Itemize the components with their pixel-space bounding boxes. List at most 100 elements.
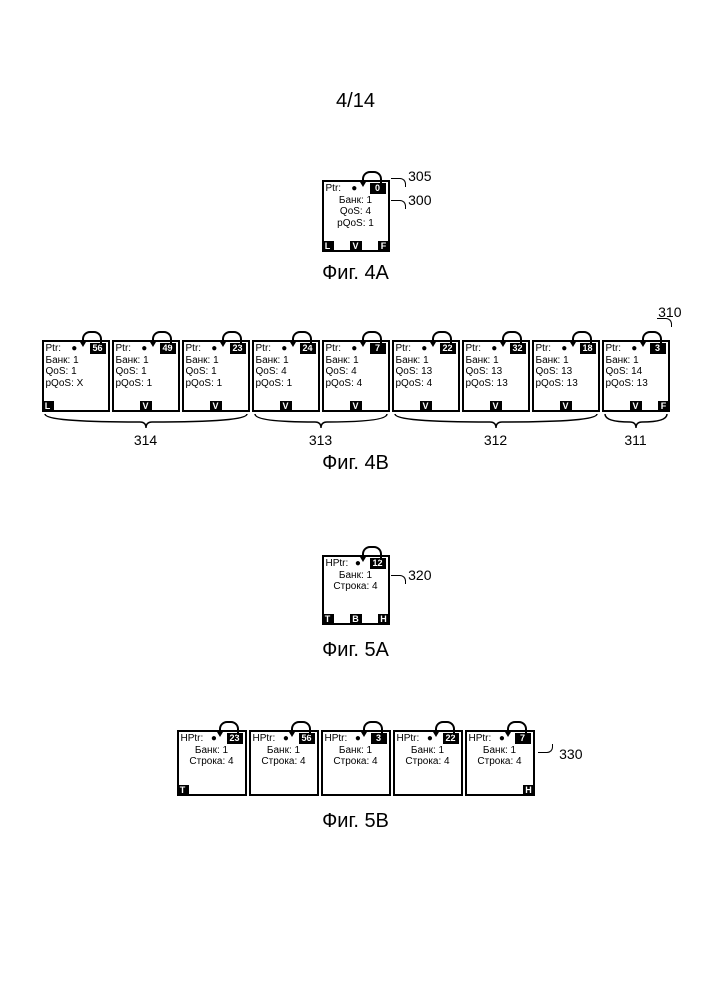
flag-v: V [560,401,572,412]
ref-330: 330 [559,746,582,762]
self-arrow-icon [291,721,311,735]
pqos-text: pQoS: 4 [326,378,386,390]
bank-text: Банк: 1 [606,355,666,367]
pqos-text: pQoS: X [46,378,106,390]
flag-v: V [490,401,502,412]
brace-icon [41,414,251,430]
self-arrow-icon [362,331,382,345]
pqos-text: pQoS: 1 [326,218,386,230]
ptr-label: Ptr: [396,343,412,355]
ptr-label: Ptr: [256,343,272,355]
flag-l: L [322,401,334,412]
ptr-label: Ptr: [536,343,552,355]
self-arrow-icon [222,331,242,345]
flag-v: V [630,401,642,412]
fig4a-caption: Фиг. 4A [322,262,390,285]
fig4b-braces-row: 314313312311 [36,414,676,448]
brace-group: 311 [601,414,671,448]
flag-b: B [422,785,434,796]
fig5b-node: HPtr:●56Банк: 1Строка: 4TBH [249,730,319,796]
brace-label: 311 [601,432,671,448]
hptr-label: HPtr: [253,733,276,745]
bank-text: Банк: 1 [326,195,386,207]
flag-l: L [112,401,124,412]
brace-icon [251,414,391,430]
pqos-text: pQoS: 4 [396,378,456,390]
qos-text: QoS: 14 [606,366,666,378]
flag-h: H [235,785,247,796]
self-arrow-icon [362,171,382,185]
pqos-text: pQoS: 1 [256,378,316,390]
flag-v: V [420,401,432,412]
flag-b: B [206,785,218,796]
flag-l: L [462,401,474,412]
pqos-text: pQoS: 1 [116,378,176,390]
fig4b-node: Ptr:●23Банк: 1QoS: 1pQoS: 1LVF [182,340,250,412]
page-number: 4/14 [336,90,375,113]
flag-f: F [308,401,320,412]
fig4b-caption: Фиг. 4B [36,452,676,475]
brace-label: 314 [41,432,251,448]
bank-text: Банк: 1 [46,355,106,367]
qos-text: QoS: 4 [326,206,386,218]
pqos-text: pQoS: 13 [536,378,596,390]
row-text: Строка: 4 [326,581,386,593]
flag-t: T [321,785,333,796]
fig4b-node-row: Ptr:●56Банк: 1QoS: 1pQoS: XLVFPtr:●49Бан… [36,330,676,412]
ptr-label: Ptr: [326,343,342,355]
bank-text: Банк: 1 [466,355,526,367]
fig4b-node: Ptr:●32Банк: 1QoS: 13pQoS: 13LVF [462,340,530,412]
fig5a-node: HPtr: ● 12 Банк: 1 Строка: 4 T B H [322,555,390,625]
fig4b-group: 310 Ptr:●56Банк: 1QoS: 1pQoS: XLVFPtr:●4… [36,330,676,475]
ptr-label: Ptr: [186,343,202,355]
ptr-label: Ptr: [46,343,62,355]
bank-text: Банк: 1 [397,745,459,757]
fig5b-node: HPtr:●23Банк: 1Строка: 4TBH [177,730,247,796]
qos-text: QoS: 13 [396,366,456,378]
fig4a-group: Ptr: ● 0 Банк: 1 QoS: 4 pQoS: 1 L V F 30… [322,170,390,285]
fig4b-node: Ptr:●56Банк: 1QoS: 1pQoS: XLVF [42,340,110,412]
row-text: Строка: 4 [181,756,243,768]
qos-text: QoS: 13 [466,366,526,378]
qos-text: QoS: 4 [326,366,386,378]
fig4b-node: Ptr:●3Банк: 1QoS: 14pQoS: 13LVF [602,340,670,412]
self-arrow-icon [219,721,239,735]
flag-l: L [182,401,194,412]
bank-text: Банк: 1 [536,355,596,367]
bank-text: Банк: 1 [325,745,387,757]
hptr-label: HPtr: [326,558,349,570]
self-arrow-icon [435,721,455,735]
flag-h: H [451,785,463,796]
flag-v: V [70,401,82,412]
flag-f: F [98,401,110,412]
flag-f: F [658,401,670,412]
pqos-text: pQoS: 13 [466,378,526,390]
flag-h: H [307,785,319,796]
flag-f: F [448,401,460,412]
self-arrow-icon [152,331,172,345]
row-text: Строка: 4 [325,756,387,768]
fig4b-node: Ptr:●7Банк: 1QoS: 4pQoS: 4LVF [322,340,390,412]
fig4a-node: Ptr: ● 0 Банк: 1 QoS: 4 pQoS: 1 L V F [322,180,390,252]
brace-icon [601,414,671,430]
flag-b: B [350,785,362,796]
fig5b-caption: Фиг. 5B [131,810,581,833]
flag-b: B [494,785,506,796]
bank-text: Банк: 1 [253,745,315,757]
ref-leader-icon [391,178,406,187]
fig5a-caption: Фиг. 5A [322,639,390,662]
qos-text: QoS: 1 [186,366,246,378]
flag-l: L [252,401,264,412]
qos-text: QoS: 13 [536,366,596,378]
self-arrow-icon [507,721,527,735]
ref-305: 305 [408,168,431,184]
fig4b-node: Ptr:●24Банк: 1QoS: 4pQoS: 1LVF [252,340,320,412]
fig5b-group: HPtr:●23Банк: 1Строка: 4TBHHPtr:●56Банк:… [131,720,581,833]
fig5b-node-row: HPtr:●23Банк: 1Строка: 4TBHHPtr:●56Банк:… [177,720,535,796]
row-text: Строка: 4 [253,756,315,768]
brace-group: 313 [251,414,391,448]
flag-f: F [168,401,180,412]
ref-leader-icon [391,575,406,584]
pqos-text: pQoS: 13 [606,378,666,390]
ref-320: 320 [408,567,431,583]
